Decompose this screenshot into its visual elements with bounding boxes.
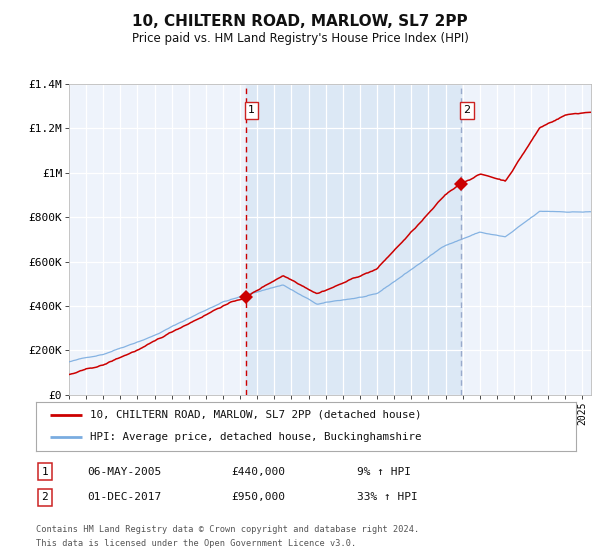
Text: 1: 1	[41, 466, 49, 477]
Text: 9% ↑ HPI: 9% ↑ HPI	[357, 466, 411, 477]
Text: £950,000: £950,000	[231, 492, 285, 502]
Text: This data is licensed under the Open Government Licence v3.0.: This data is licensed under the Open Gov…	[36, 539, 356, 548]
Text: 33% ↑ HPI: 33% ↑ HPI	[357, 492, 418, 502]
Text: 10, CHILTERN ROAD, MARLOW, SL7 2PP (detached house): 10, CHILTERN ROAD, MARLOW, SL7 2PP (deta…	[90, 410, 421, 420]
Text: 1: 1	[248, 105, 255, 115]
Text: Contains HM Land Registry data © Crown copyright and database right 2024.: Contains HM Land Registry data © Crown c…	[36, 525, 419, 534]
Bar	[246, 84, 461, 395]
Text: HPI: Average price, detached house, Buckinghamshire: HPI: Average price, detached house, Buck…	[90, 432, 421, 442]
Text: 10, CHILTERN ROAD, MARLOW, SL7 2PP: 10, CHILTERN ROAD, MARLOW, SL7 2PP	[132, 14, 468, 29]
Text: Price paid vs. HM Land Registry's House Price Index (HPI): Price paid vs. HM Land Registry's House …	[131, 32, 469, 45]
Text: 06-MAY-2005: 06-MAY-2005	[87, 466, 161, 477]
Text: 01-DEC-2017: 01-DEC-2017	[87, 492, 161, 502]
Text: 2: 2	[463, 105, 470, 115]
Text: £440,000: £440,000	[231, 466, 285, 477]
Text: 2: 2	[41, 492, 49, 502]
